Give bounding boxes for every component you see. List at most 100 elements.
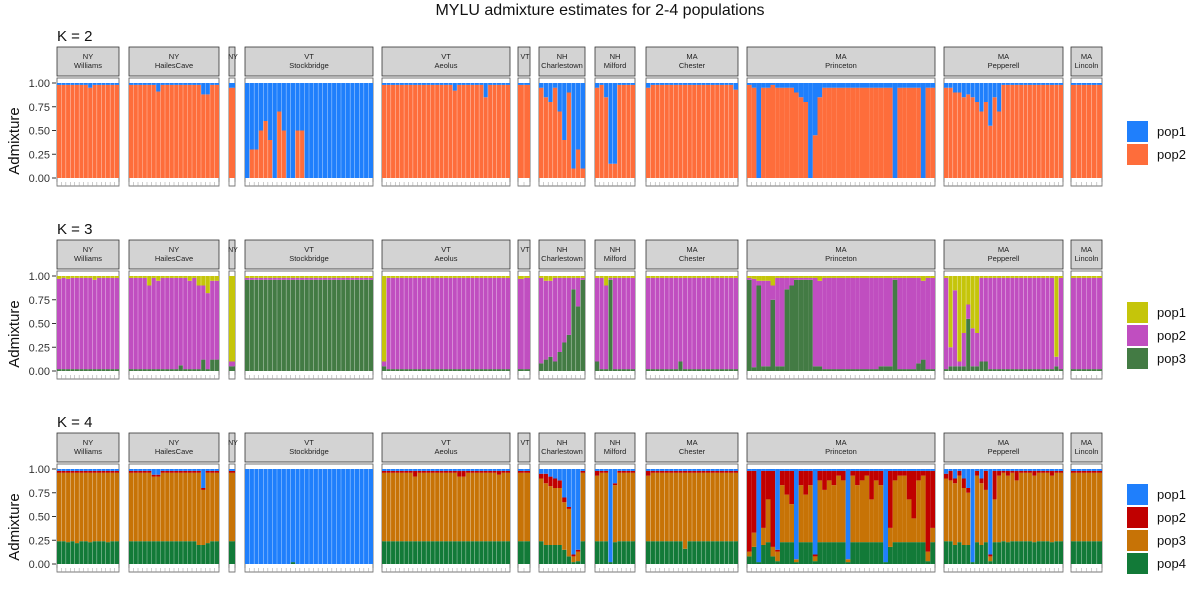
- facet-site: Princeton: [825, 61, 857, 70]
- bar-segment-pop2: [434, 277, 440, 370]
- bar-segment-pop2: [1010, 84, 1015, 178]
- bar-segment-pop1: [925, 83, 931, 88]
- bar-segment-pop4: [599, 541, 604, 564]
- bar-segment-pop3: [341, 279, 346, 371]
- bar-segment-pop3: [552, 361, 558, 371]
- bar-segment-pop4: [988, 561, 993, 564]
- bar-segment-pop3: [1023, 369, 1028, 371]
- bar-segment-pop2: [789, 87, 794, 178]
- bar-segment-pop2: [205, 293, 210, 370]
- bar-segment-pop2: [850, 87, 856, 178]
- bar-segment-pop3: [165, 369, 170, 371]
- bar-segment-pop3: [421, 472, 427, 542]
- bar-segment-pop4: [465, 541, 471, 564]
- bar-segment-pop2: [682, 277, 688, 370]
- bar-segment-pop1: [798, 83, 804, 98]
- bar-segment-pop3: [798, 279, 804, 371]
- bar-segment-pop2: [836, 87, 841, 178]
- bar-segment-pop4: [395, 541, 400, 564]
- bar-segment-pop3: [948, 366, 953, 371]
- bar-segment-pop3: [404, 472, 409, 542]
- bar-segment-pop1: [345, 83, 351, 178]
- bar-segment-pop1: [696, 469, 702, 471]
- bar-segment-pop4: [518, 541, 524, 564]
- bar-segment-pop2: [719, 277, 725, 370]
- bar-segment-pop3: [483, 472, 488, 542]
- bar-segment-pop1: [318, 83, 323, 178]
- bar-segment-pop1: [299, 276, 305, 278]
- bar-segment-pop1: [692, 83, 697, 85]
- bar-segment-pop3: [205, 369, 210, 371]
- facet-site: Milford: [604, 254, 627, 263]
- bar-segment-pop3: [892, 279, 898, 371]
- facet-site: Aeolus: [435, 254, 458, 263]
- facet-strip: [244, 432, 374, 463]
- bar-segment-pop2: [83, 277, 88, 370]
- bar-segment-pop3: [105, 472, 111, 543]
- bar-segment-pop3: [974, 366, 980, 371]
- bar-segment-pop1: [267, 276, 273, 278]
- bar-segment-pop1: [692, 276, 697, 278]
- bar-segment-pop3: [664, 369, 669, 371]
- bar-segment-pop1: [277, 83, 282, 112]
- bar-segment-pop4: [798, 542, 804, 564]
- bar-segment-pop3: [747, 279, 752, 371]
- bar-segment-pop1: [309, 469, 314, 564]
- bar-segment-pop2: [747, 277, 752, 280]
- bar-segment-pop2: [457, 470, 462, 477]
- bar-segment-pop1: [272, 276, 277, 278]
- bar-segment-pop3: [426, 472, 431, 542]
- bar-segment-pop2: [1018, 277, 1024, 370]
- bar-segment-pop3: [678, 361, 683, 371]
- bar-segment-pop1: [263, 469, 268, 564]
- bar-segment-pop2: [496, 277, 502, 370]
- bar-segment-pop3: [902, 475, 907, 543]
- bar-segment-pop1: [1045, 469, 1050, 471]
- bar-segment-pop1: [911, 83, 917, 88]
- bar-segment-pop1: [751, 469, 757, 471]
- bar-segment-pop1: [88, 276, 93, 278]
- bar-segment-pop2: [873, 87, 879, 178]
- bar-segment-pop1: [789, 83, 794, 88]
- bar-segment-pop2: [395, 470, 400, 473]
- bar-segment-pop3: [822, 369, 827, 371]
- bar-segment-pop2: [603, 97, 609, 178]
- bar-segment-pop3: [859, 480, 865, 543]
- bar-segment-pop3: [92, 472, 97, 542]
- bar-segment-pop1: [822, 83, 827, 88]
- bar-segment-pop2: [61, 84, 66, 178]
- bar-segment-pop3: [1018, 472, 1024, 542]
- bar-segment-pop3: [1014, 369, 1019, 371]
- bar-segment-pop1: [948, 276, 953, 348]
- bar-segment-pop3: [850, 475, 856, 543]
- bar-segment-pop3: [368, 279, 373, 371]
- bar-segment-pop1: [295, 83, 300, 131]
- bar-segment-pop1: [779, 469, 785, 471]
- bar-segment-pop3: [836, 475, 841, 543]
- bar-segment-pop1: [399, 469, 405, 471]
- bar-segment-pop1: [1096, 83, 1102, 85]
- bar-segment-pop1: [192, 469, 197, 471]
- bar-segment-pop1: [1081, 276, 1087, 278]
- bar-segment-pop2: [474, 84, 480, 178]
- bar-segment-pop3: [439, 369, 444, 371]
- bar-segment-pop1: [948, 469, 953, 471]
- bar-segment-pop3: [151, 369, 156, 371]
- bar-segment-pop1: [88, 83, 93, 88]
- bar-segment-pop2: [174, 470, 179, 473]
- bar-segment-pop4: [902, 542, 907, 564]
- bar-segment-pop1: [1014, 83, 1019, 85]
- bar-segment-pop2: [902, 470, 907, 476]
- bar-segment-pop3: [1054, 366, 1059, 371]
- bar-segment-pop2: [966, 94, 971, 178]
- bar-segment-pop3: [603, 472, 609, 542]
- bar-segment-pop2: [390, 470, 396, 473]
- bar-segment-pop4: [812, 561, 818, 564]
- bar-segment-pop1: [187, 469, 192, 471]
- bar-segment-pop1: [178, 469, 183, 471]
- bar-segment-pop3: [911, 369, 917, 371]
- bar-segment-pop2: [859, 470, 865, 481]
- bar-segment-pop2: [794, 277, 799, 280]
- bar-segment-pop2: [129, 470, 134, 473]
- bar-segment-pop2: [254, 277, 259, 280]
